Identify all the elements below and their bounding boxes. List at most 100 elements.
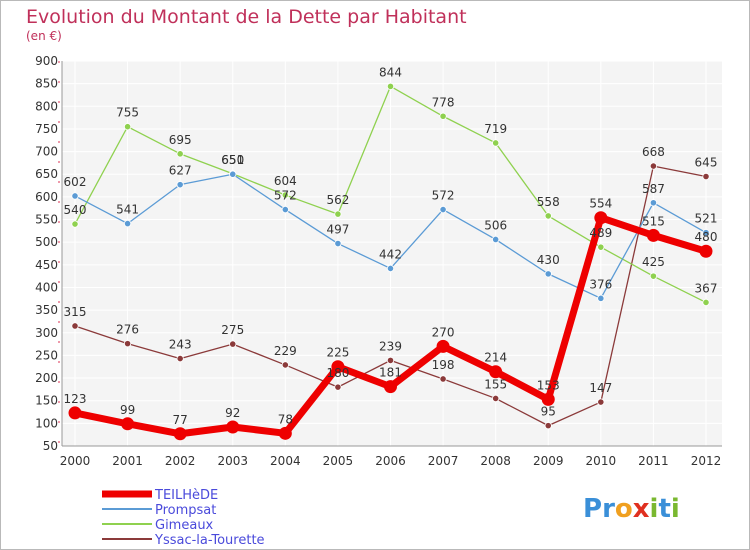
- data-point-prompsat: [439, 205, 447, 214]
- y-tick-label: 100: [35, 416, 58, 430]
- data-point-yssac-la-tourette: [281, 361, 289, 369]
- data-point-yssac-la-tourette: [334, 383, 342, 391]
- data-label-yssac-la-tourette: 315: [64, 305, 87, 319]
- data-point-prompsat: [281, 205, 289, 214]
- data-label-teilh-de: 480: [695, 230, 718, 244]
- data-point-yssac-la-tourette: [229, 340, 237, 348]
- data-label-gimeaux: 719: [484, 122, 507, 136]
- data-point-prompsat: [492, 235, 500, 244]
- data-point-gimeaux: [71, 220, 79, 228]
- x-tick-label: 2006: [375, 454, 406, 468]
- x-tick-label: 2003: [217, 454, 248, 468]
- data-label-gimeaux: 562: [326, 193, 349, 207]
- y-tick-label: 650: [35, 167, 58, 181]
- data-label-yssac-la-tourette: 645: [695, 156, 718, 170]
- data-point-prompsat: [71, 192, 79, 200]
- data-point-prompsat: [649, 199, 658, 207]
- data-point-gimeaux: [281, 191, 289, 199]
- data-label-teilh-de: 99: [120, 403, 135, 417]
- data-point-teilh-de: [68, 406, 82, 420]
- data-point-teilh-de: [541, 392, 555, 406]
- logo-letter: t: [658, 494, 670, 524]
- logo-letter: i: [650, 494, 659, 524]
- data-point-teilh-de: [646, 228, 660, 242]
- data-label-prompsat: 376: [589, 277, 612, 291]
- data-point-gimeaux: [597, 243, 605, 251]
- chart-title: Evolution du Montant de la Dette par Hab…: [26, 6, 467, 28]
- data-label-teilh-de: 554: [589, 197, 612, 211]
- data-label-teilh-de: 92: [225, 406, 240, 420]
- y-tick-label: 700: [35, 145, 58, 159]
- logo-letter: r: [602, 494, 615, 524]
- data-label-prompsat: 521: [695, 212, 718, 226]
- logo-letter: i: [671, 494, 680, 524]
- legend-label-teilh-de: TEILHèDE: [154, 488, 218, 503]
- chart-subtitle: (en €): [26, 29, 62, 43]
- data-point-teilh-de: [121, 417, 135, 431]
- data-label-gimeaux: 778: [432, 95, 455, 109]
- logo-letter: x: [633, 494, 650, 524]
- data-point-teilh-de: [594, 211, 608, 225]
- data-point-yssac-la-tourette: [492, 394, 500, 403]
- data-point-prompsat: [123, 220, 132, 228]
- data-label-gimeaux: 755: [116, 106, 139, 120]
- y-tick-label: 250: [35, 348, 58, 362]
- x-tick-label: 2004: [270, 454, 301, 468]
- legend-label-gimeaux: Gimeaux: [155, 518, 214, 533]
- data-label-teilh-de: 225: [326, 346, 349, 360]
- y-tick-label: 50: [43, 439, 58, 453]
- data-label-gimeaux: 844: [379, 65, 402, 79]
- data-point-prompsat: [544, 270, 552, 278]
- y-tick-label: 200: [35, 371, 58, 385]
- proxiti-logo: Proxiti: [583, 494, 680, 524]
- data-point-gimeaux: [386, 82, 395, 90]
- y-tick-label: 550: [35, 213, 58, 227]
- x-tick-label: 2011: [638, 454, 669, 468]
- data-label-yssac-la-tourette: 229: [274, 344, 297, 358]
- data-label-teilh-de: 214: [484, 351, 507, 365]
- data-point-prompsat: [334, 239, 342, 248]
- x-tick-label: 2000: [60, 454, 91, 468]
- data-label-gimeaux: 695: [169, 133, 192, 147]
- data-point-yssac-la-tourette: [123, 340, 132, 348]
- y-tick-label: 450: [35, 258, 58, 272]
- legend-label-yssac-la-tourette: Yssac-la-Tourette: [154, 533, 265, 548]
- data-point-teilh-de: [699, 244, 713, 258]
- y-tick-label: 400: [35, 280, 58, 294]
- data-label-yssac-la-tourette: 275: [221, 323, 244, 337]
- data-label-yssac-la-tourette: 668: [642, 145, 665, 159]
- data-point-gimeaux: [334, 210, 342, 218]
- data-label-yssac-la-tourette: 243: [169, 338, 192, 352]
- data-point-gimeaux: [702, 298, 710, 307]
- data-point-prompsat: [702, 229, 710, 237]
- x-tick-label: 2008: [480, 454, 511, 468]
- y-tick-label: 300: [35, 326, 58, 340]
- data-label-teilh-de: 181: [379, 366, 402, 380]
- data-point-prompsat: [176, 181, 184, 189]
- data-point-teilh-de: [489, 365, 503, 379]
- data-label-yssac-la-tourette: 147: [589, 381, 612, 395]
- data-point-teilh-de: [278, 426, 292, 440]
- data-label-gimeaux: 367: [695, 281, 718, 295]
- data-point-yssac-la-tourette: [439, 375, 447, 383]
- data-point-teilh-de: [226, 420, 240, 434]
- data-point-gimeaux: [649, 272, 658, 280]
- data-label-prompsat: 541: [116, 203, 139, 217]
- x-tick-label: 2002: [165, 454, 196, 468]
- x-tick-label: 2007: [428, 454, 459, 468]
- data-point-gimeaux: [439, 112, 447, 120]
- data-label-prompsat: 497: [326, 223, 349, 237]
- data-label-yssac-la-tourette: 155: [484, 377, 507, 391]
- y-tick-label: 150: [35, 394, 58, 408]
- data-label-gimeaux: 489: [589, 226, 612, 240]
- y-tick-label: 850: [35, 77, 58, 91]
- data-point-gimeaux: [123, 123, 132, 131]
- data-point-teilh-de: [173, 427, 187, 441]
- data-label-gimeaux: 604: [274, 174, 297, 188]
- data-label-gimeaux: 540: [64, 203, 87, 217]
- data-label-prompsat: 572: [432, 189, 455, 203]
- x-tick-label: 2009: [533, 454, 564, 468]
- data-point-prompsat: [597, 294, 605, 302]
- data-point-yssac-la-tourette: [176, 354, 184, 363]
- x-tick-label: 2001: [112, 454, 143, 468]
